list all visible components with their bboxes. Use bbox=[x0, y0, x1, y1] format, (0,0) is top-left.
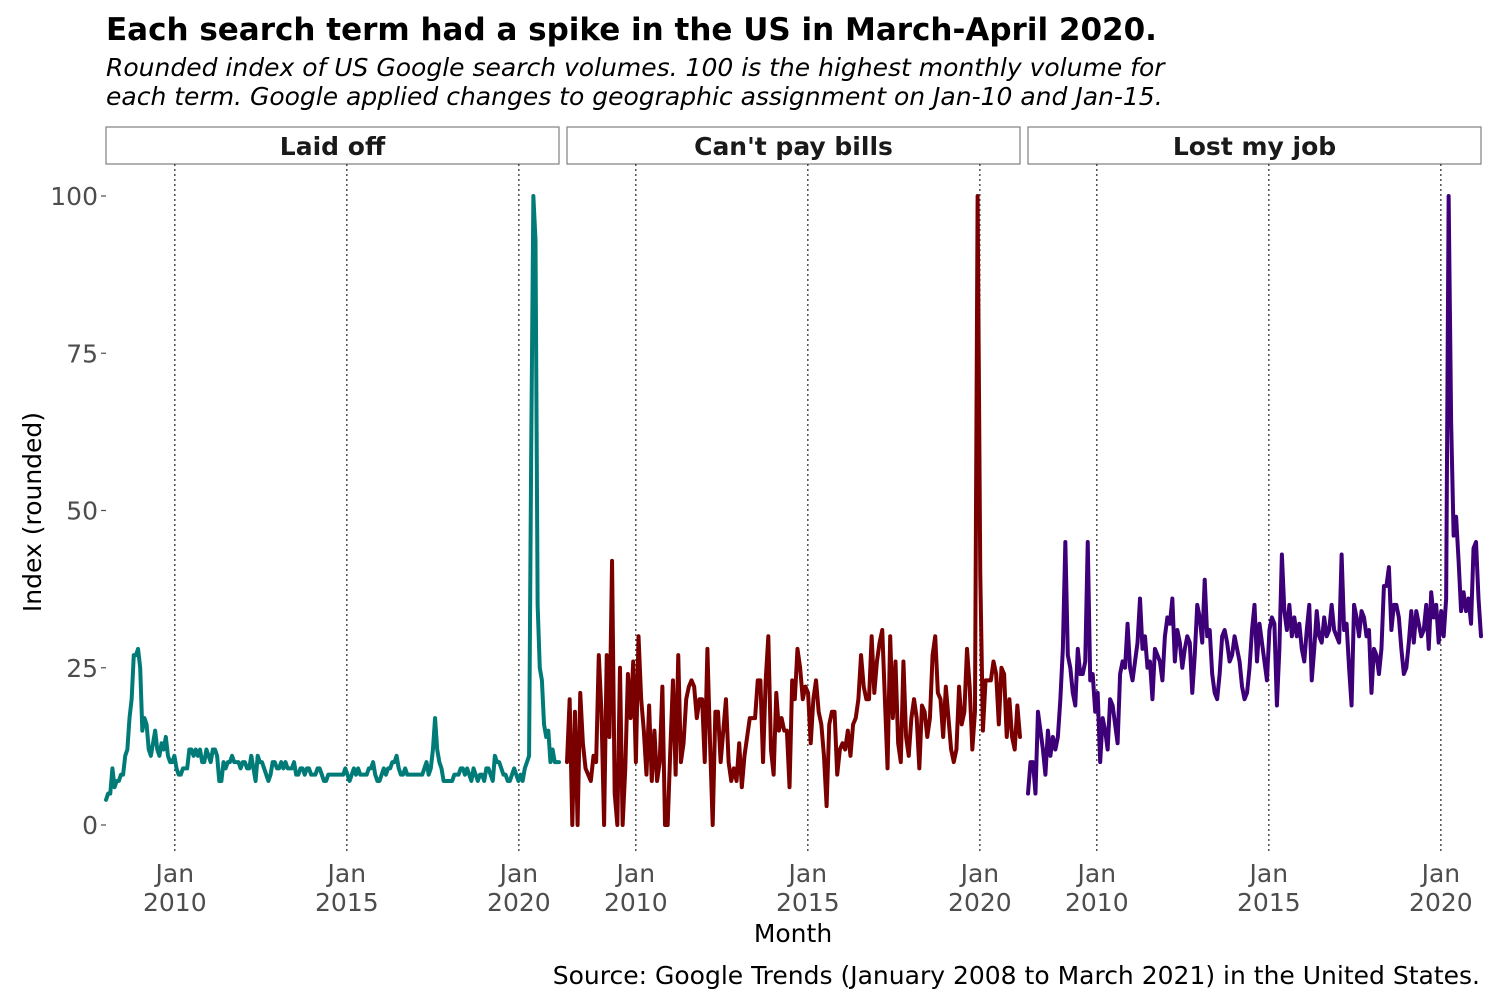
x-tick-label: Jan bbox=[498, 859, 539, 888]
facet-strip-label: Can't pay bills bbox=[694, 132, 893, 161]
x-tick-label: 2015 bbox=[1237, 888, 1301, 917]
subtitle-line-2: each term. Google applied changes to geo… bbox=[106, 82, 1163, 111]
y-tick-label: 50 bbox=[66, 497, 98, 526]
x-tick-label: Jan bbox=[1248, 859, 1289, 888]
x-tick-label: 2015 bbox=[315, 888, 379, 917]
x-axis-title: Month bbox=[754, 919, 832, 948]
y-tick-label: 75 bbox=[66, 339, 98, 368]
x-tick-label: Jan bbox=[1420, 859, 1461, 888]
y-axis-title: Index (rounded) bbox=[18, 412, 47, 612]
series-line bbox=[1026, 194, 1483, 796]
y-tick-label: 0 bbox=[82, 811, 98, 840]
x-tick-label: Jan bbox=[959, 859, 1000, 888]
facet-strip bbox=[105, 126, 560, 165]
x-tick-label: Jan bbox=[615, 859, 656, 888]
x-tick-label: 2020 bbox=[1409, 888, 1473, 917]
chart-title: Each search term had a spike in the US i… bbox=[106, 12, 1157, 48]
series-line bbox=[565, 194, 1022, 827]
facet-strip-label: Lost my job bbox=[1173, 132, 1336, 161]
facet-strip bbox=[1027, 126, 1482, 165]
x-tick-label: Jan bbox=[1076, 859, 1117, 888]
x-tick-label: 2010 bbox=[604, 888, 668, 917]
subtitle-line-1: Rounded index of US Google search volume… bbox=[106, 53, 1165, 82]
y-tick-label: 100 bbox=[50, 182, 98, 211]
x-tick-label: 2010 bbox=[1065, 888, 1129, 917]
chart-subtitle: Rounded index of US Google search volume… bbox=[106, 53, 1165, 111]
x-tick-label: 2020 bbox=[487, 888, 551, 917]
facet-strip bbox=[566, 126, 1021, 165]
x-tick-label: Jan bbox=[787, 859, 828, 888]
y-tick-label: 25 bbox=[66, 654, 98, 683]
x-tick-label: 2015 bbox=[776, 888, 840, 917]
y-axis: 0 25 50 75 100 bbox=[50, 182, 106, 840]
x-tick-label: 2020 bbox=[948, 888, 1012, 917]
x-tick-label: Jan bbox=[326, 859, 367, 888]
source-caption: Source: Google Trends (January 2008 to M… bbox=[552, 961, 1480, 990]
series-line bbox=[104, 194, 561, 802]
facet-strip-label: Laid off bbox=[280, 132, 386, 161]
x-tick-label: Jan bbox=[154, 859, 195, 888]
x-tick-label: 2010 bbox=[143, 888, 207, 917]
